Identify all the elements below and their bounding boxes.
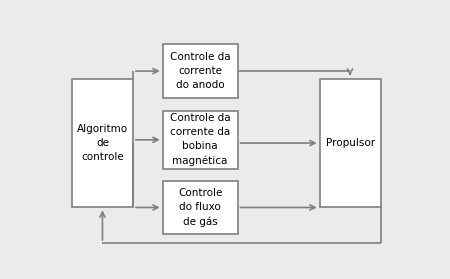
Bar <box>162 44 238 98</box>
Bar <box>162 111 238 169</box>
Text: Controle da
corrente da
bobina
magnética: Controle da corrente da bobina magnética <box>170 114 230 166</box>
Bar <box>162 181 238 234</box>
Text: Algoritmo
de
controle: Algoritmo de controle <box>77 124 128 162</box>
Bar <box>320 79 381 208</box>
Text: Propulsor: Propulsor <box>325 138 375 148</box>
Bar <box>72 79 133 208</box>
Text: Controle
do fluxo
de gás: Controle do fluxo de gás <box>178 188 222 227</box>
Text: Controle da
corrente
do anodo: Controle da corrente do anodo <box>170 52 230 90</box>
